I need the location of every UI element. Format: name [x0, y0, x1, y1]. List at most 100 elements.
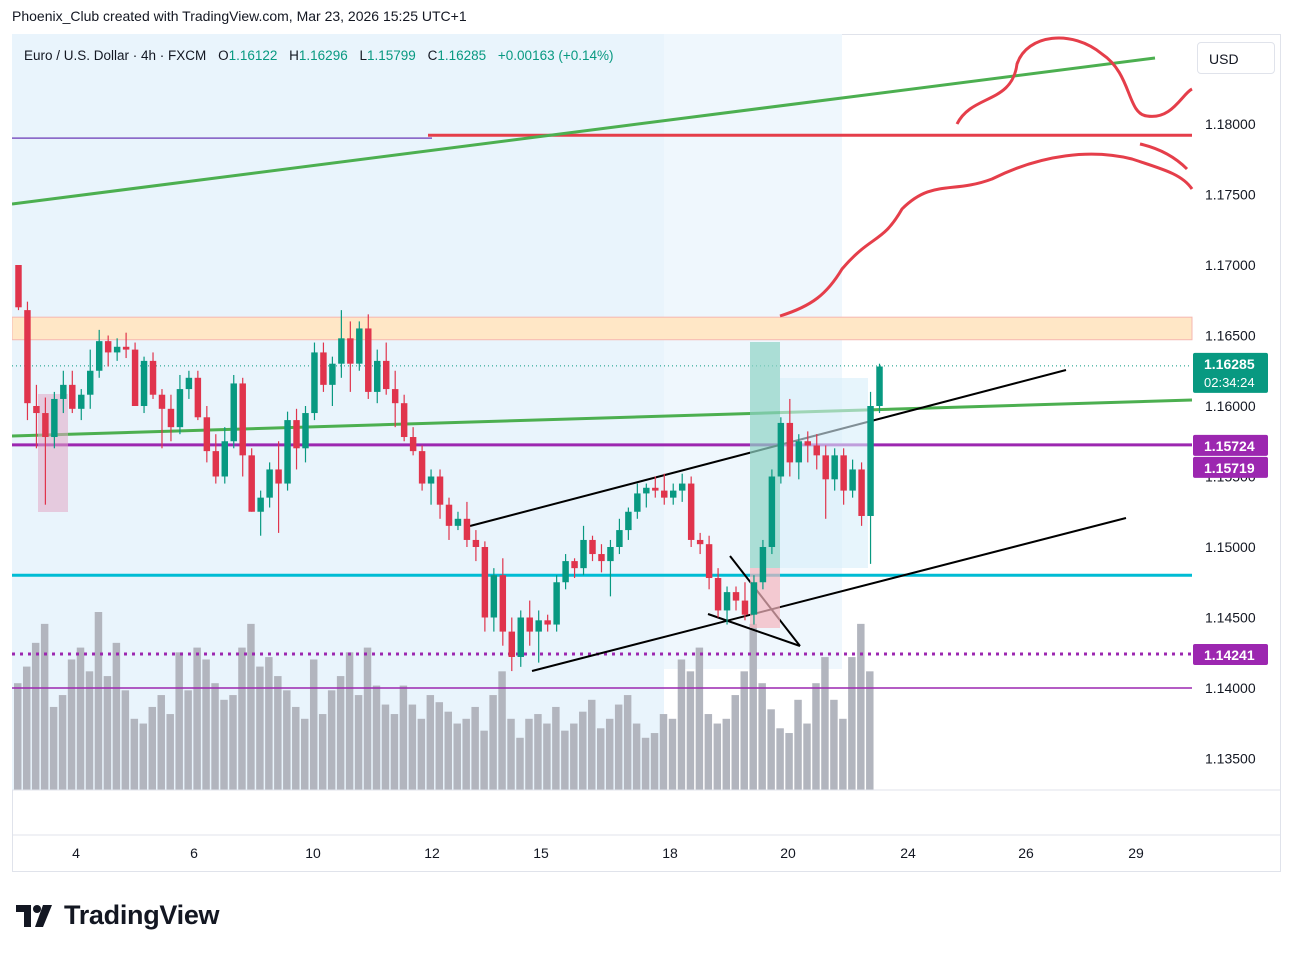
- candle-body: [293, 420, 300, 449]
- candle-body: [616, 530, 623, 547]
- volume-bar: [166, 714, 174, 790]
- volume-bar: [283, 690, 291, 790]
- candle-body: [508, 631, 516, 657]
- volume-bar: [444, 711, 452, 790]
- candle-body: [78, 394, 85, 409]
- volume-bar: [94, 612, 103, 790]
- wedge-line: [707, 613, 801, 647]
- candle-body: [858, 469, 865, 516]
- tradingview-logo-icon: [16, 904, 52, 927]
- volume-bar: [588, 699, 596, 790]
- candle-body: [607, 547, 614, 562]
- y-tick-label: 1.18000: [1205, 116, 1256, 132]
- price-label-value: 1.14241: [1204, 647, 1255, 663]
- candle-body: [365, 328, 372, 392]
- volume-bar: [157, 695, 165, 790]
- candle-body: [239, 383, 246, 456]
- candle-body: [777, 422, 785, 477]
- candle-body: [580, 539, 587, 569]
- price-label-box: [1193, 644, 1268, 666]
- y-tick-label: 1.16000: [1205, 398, 1256, 414]
- candle-body: [481, 547, 489, 618]
- volume-bar: [318, 714, 327, 790]
- high-value: 1.16296: [298, 48, 348, 63]
- x-tick-label: 6: [190, 845, 198, 861]
- y-tick-label: 1.16500: [1205, 328, 1256, 344]
- x-tick-label: 4: [72, 845, 80, 861]
- candle-body: [786, 422, 794, 463]
- volume-bar: [327, 690, 336, 790]
- volume-bar: [408, 704, 417, 790]
- candle-body: [840, 455, 847, 491]
- candle-body: [553, 582, 560, 625]
- price-label-box: [1193, 352, 1268, 393]
- candle-body: [382, 360, 390, 390]
- volume-bar: [713, 723, 722, 790]
- volume-bar: [390, 714, 399, 790]
- volume-bar: [605, 718, 614, 790]
- projection-path: [955, 36, 1193, 125]
- close-label: C: [427, 48, 438, 63]
- volume-bar: [722, 718, 731, 790]
- candle-body: [257, 497, 264, 512]
- supply-zone: [12, 316, 1193, 341]
- zones: [12, 316, 1193, 341]
- volume-bar: [363, 647, 372, 790]
- volume-bar: [480, 730, 488, 790]
- x-tick-label: 29: [1128, 845, 1144, 861]
- candle-body: [517, 617, 524, 657]
- candle-body: [329, 363, 336, 385]
- candle-body: [472, 539, 480, 547]
- volume-bar: [292, 706, 300, 790]
- symbol-title: Euro / U.S. Dollar · 4h · FXCM: [24, 48, 207, 63]
- volume-bar: [229, 695, 237, 790]
- candle-body: [454, 518, 462, 526]
- brand-name: TradingView: [64, 900, 220, 930]
- candle-body: [445, 504, 453, 526]
- axes: 1.180001.175001.170001.165001.160001.155…: [12, 116, 1281, 861]
- volume-bar: [534, 714, 542, 790]
- candle-body: [822, 455, 829, 480]
- price-chart[interactable]: 1.180001.175001.170001.165001.160001.155…: [12, 34, 1281, 872]
- currency-button[interactable]: USD: [1197, 42, 1275, 74]
- volume-bar: [740, 671, 748, 790]
- volume-bar: [552, 706, 560, 790]
- volume-bar: [866, 671, 874, 790]
- candle-body: [266, 469, 273, 498]
- candle-body: [723, 592, 731, 611]
- volume-bar: [130, 718, 139, 790]
- volume-bar: [336, 676, 345, 790]
- volume-bars: [14, 612, 874, 790]
- volume-bar: [112, 642, 121, 790]
- volume-bar: [489, 695, 497, 790]
- candle-body: [714, 578, 722, 611]
- volume-bar: [641, 737, 650, 790]
- volume-bar: [794, 699, 802, 790]
- volume-bar: [695, 647, 704, 790]
- candle-body: [768, 476, 776, 547]
- volume-bar: [14, 683, 22, 790]
- candle-body: [544, 620, 551, 625]
- x-tick-label: 24: [900, 845, 916, 861]
- low-label: L: [359, 48, 367, 63]
- volume-bar: [309, 659, 318, 790]
- candle-body: [795, 441, 803, 463]
- x-tick-label: 18: [662, 845, 678, 861]
- candle-body: [436, 476, 444, 505]
- volume-bar: [677, 659, 686, 790]
- volume-bar: [67, 659, 76, 790]
- candle-body: [51, 398, 58, 438]
- volume-bar: [570, 723, 578, 790]
- volume-bar: [848, 657, 856, 790]
- volume-bar: [731, 695, 739, 790]
- x-tick-label: 12: [424, 845, 440, 861]
- price-label-box: [1193, 456, 1268, 478]
- volume-bar: [507, 718, 515, 790]
- volume-bar: [785, 733, 793, 790]
- candle-body: [661, 490, 668, 498]
- candle-body: [526, 617, 533, 632]
- channel-bottom: [531, 517, 1127, 672]
- volume-bar: [193, 647, 201, 790]
- volume-bar: [76, 647, 85, 790]
- candle-body: [490, 575, 498, 618]
